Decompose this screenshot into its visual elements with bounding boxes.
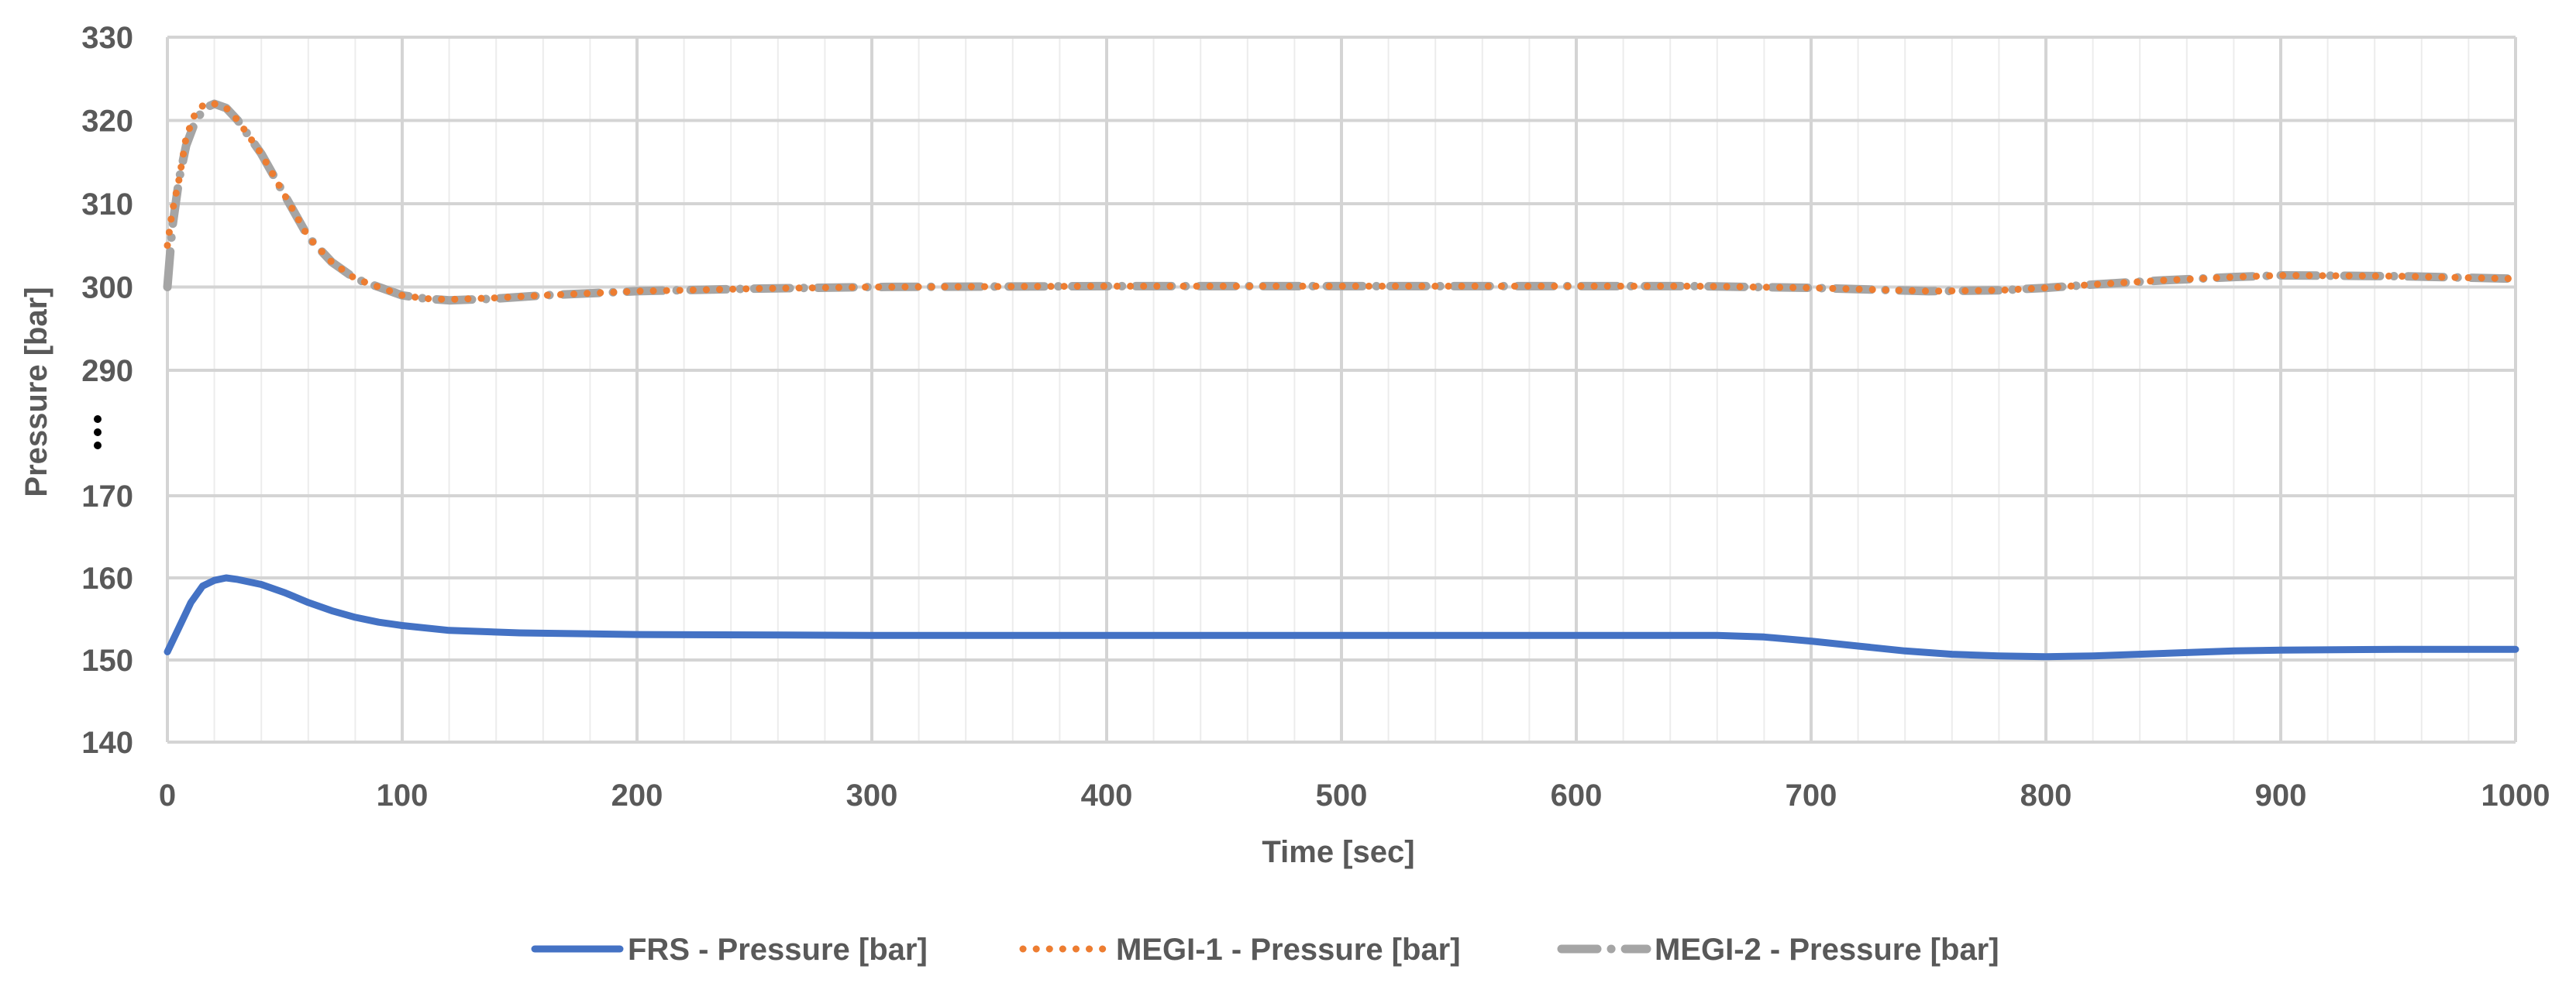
x-axis-tick-labels: 0 100 200 300 400 500 600 700 800 900 1000 bbox=[159, 779, 2550, 813]
legend-label: MEGI-2 - Pressure [bar] bbox=[1655, 933, 1999, 967]
x-tick-label: 500 bbox=[1316, 779, 1368, 813]
y-tick-label: 170 bbox=[81, 480, 133, 514]
x-tick-label: 400 bbox=[1081, 779, 1133, 813]
x-tick-label: 1000 bbox=[2481, 779, 2550, 813]
x-tick-label: 800 bbox=[2020, 779, 2072, 813]
y-axis-break-marker bbox=[94, 415, 102, 449]
x-tick-label: 0 bbox=[159, 779, 176, 813]
y-axis-tick-labels: 140 150 160 170 290 300 310 320 330 bbox=[81, 21, 133, 760]
series-lines bbox=[163, 99, 2520, 661]
legend-item-2: MEGI-1 - Pressure [bar] bbox=[1019, 933, 1461, 967]
break-dot-middle bbox=[94, 428, 102, 436]
y-tick-label: 160 bbox=[81, 562, 133, 596]
break-dot-bottom bbox=[94, 442, 102, 449]
legend-item-3: MEGI-2 - Pressure [bar] bbox=[1557, 933, 1999, 967]
x-axis-title: Time [sec] bbox=[1262, 835, 1414, 869]
legend-item-1: FRS - Pressure [bar] bbox=[531, 933, 928, 967]
y-tick-label: 300 bbox=[81, 271, 133, 305]
y-tick-label: 320 bbox=[81, 105, 133, 139]
break-dot-top bbox=[94, 415, 102, 423]
y-tick-label: 150 bbox=[81, 644, 133, 678]
legend-label: MEGI-1 - Pressure [bar] bbox=[1116, 933, 1461, 967]
major-gridlines bbox=[166, 36, 2517, 744]
x-tick-label: 200 bbox=[611, 779, 663, 813]
x-tick-label: 100 bbox=[377, 779, 429, 813]
x-tick-label: 600 bbox=[1551, 779, 1603, 813]
x-tick-label: 700 bbox=[1786, 779, 1837, 813]
x-tick-label: 300 bbox=[846, 779, 898, 813]
legend-label: FRS - Pressure [bar] bbox=[628, 933, 928, 967]
x-tick-label: 900 bbox=[2255, 779, 2307, 813]
y-axis-title: Pressure [bar] bbox=[19, 287, 53, 497]
minor-gridlines bbox=[213, 37, 2470, 742]
legend: FRS - Pressure [bar] MEGI-1 - Pressure [b… bbox=[531, 933, 1999, 967]
y-tick-label: 310 bbox=[81, 187, 133, 222]
series-line-2 bbox=[164, 100, 2519, 304]
y-tick-label: 330 bbox=[81, 21, 133, 55]
y-tick-label: 290 bbox=[81, 354, 133, 388]
y-tick-label: 140 bbox=[81, 726, 133, 760]
series-line-1 bbox=[164, 574, 2519, 661]
